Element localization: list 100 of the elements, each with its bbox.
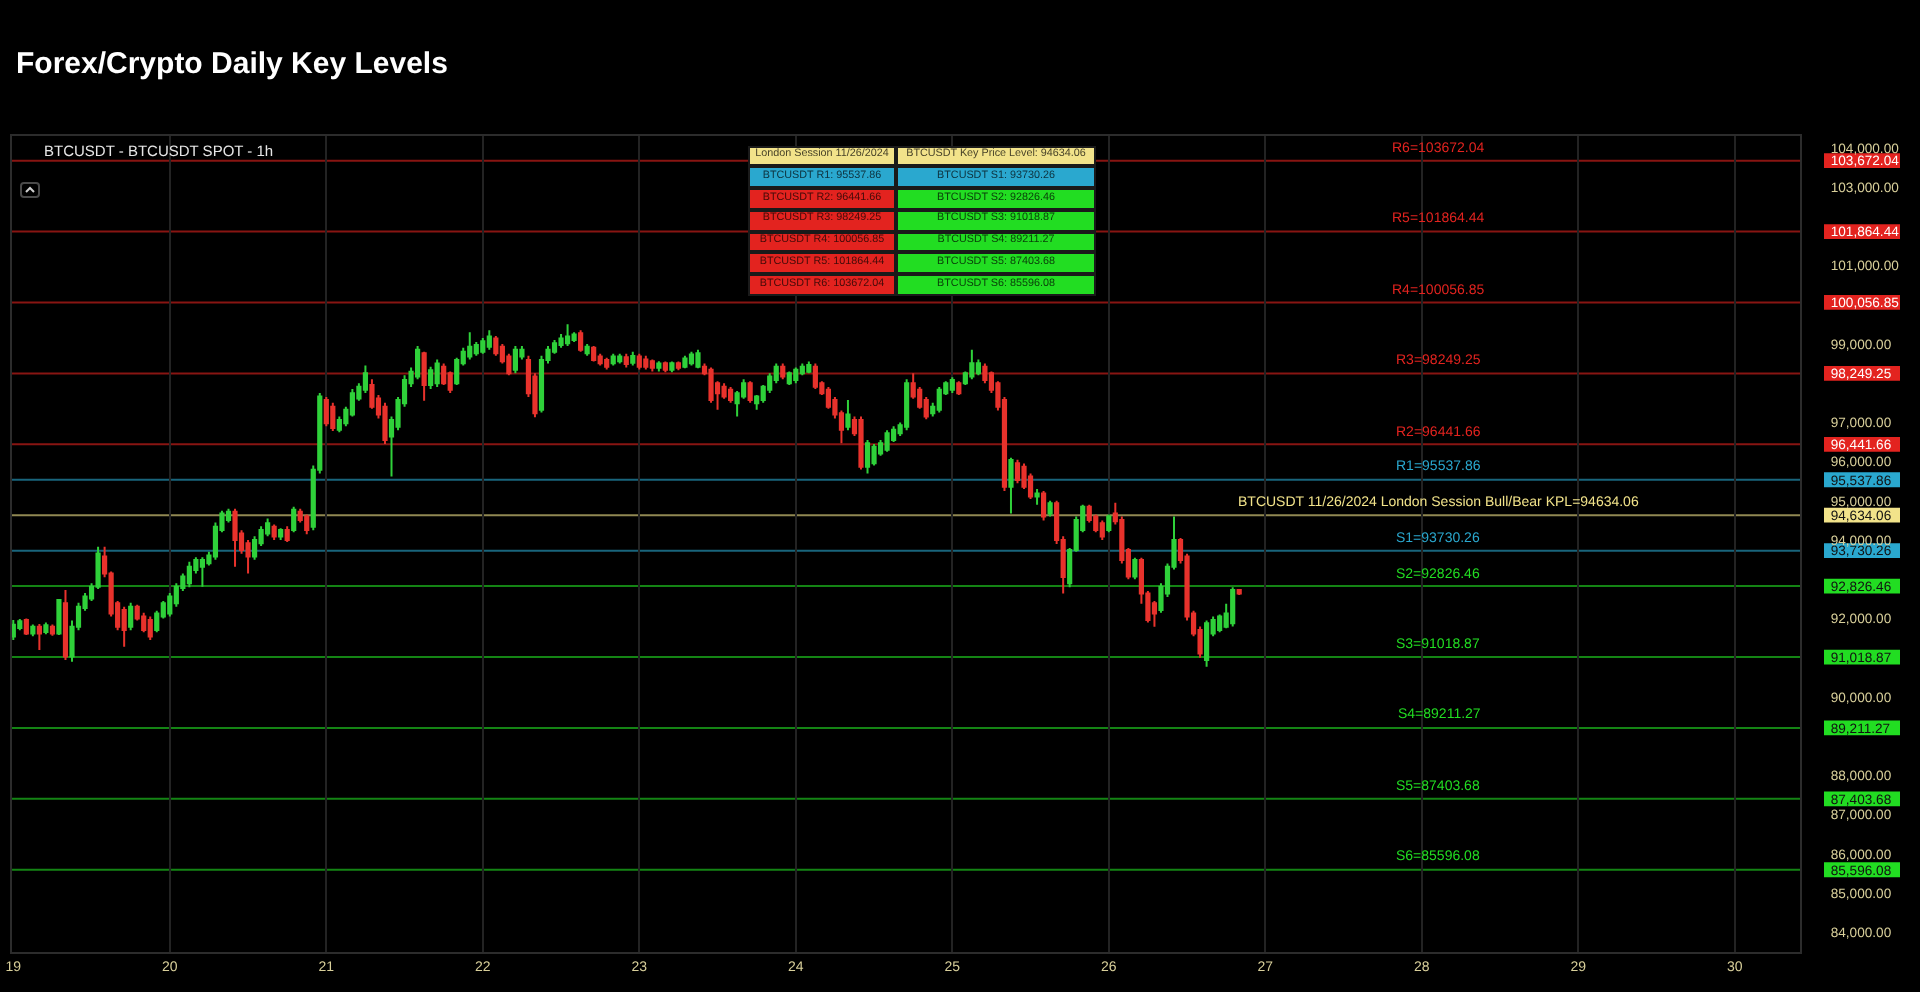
candlestick: [265, 517, 271, 538]
candlestick: [421, 350, 427, 402]
candlestick: [1236, 588, 1242, 596]
candlestick: [36, 623, 42, 651]
candlestick: [688, 350, 695, 367]
candlestick: [773, 362, 779, 385]
candlestick: [969, 348, 975, 381]
candlestick: [1014, 458, 1021, 485]
candlestick: [871, 442, 877, 467]
candlestick: [278, 527, 284, 542]
candlestick: [695, 348, 701, 370]
candlestick: [512, 344, 518, 375]
candlestick: [728, 386, 734, 404]
candlestick: [682, 354, 688, 370]
candlestick: [43, 621, 49, 636]
candlestick: [597, 352, 603, 367]
candlestick: [564, 323, 571, 347]
candlestick: [199, 556, 205, 588]
candlestick: [799, 362, 805, 377]
candlestick: [369, 378, 375, 410]
candlestick: [845, 399, 851, 432]
candlestick: [1151, 599, 1158, 628]
candlestick: [323, 395, 329, 428]
candlestick: [975, 358, 981, 377]
candlestick: [382, 401, 388, 445]
candlestick: [982, 362, 988, 385]
candlestick: [949, 376, 955, 394]
candlestick: [304, 513, 310, 536]
candlestick: [1106, 513, 1112, 534]
candlestick: [604, 356, 610, 371]
candlestick: [884, 429, 890, 453]
candlestick: [291, 505, 297, 534]
candlestick: [349, 388, 355, 418]
candlestick: [747, 380, 753, 404]
candlestick: [428, 365, 434, 391]
candlestick: [806, 360, 812, 375]
candlestick: [858, 415, 864, 471]
candlestick: [232, 507, 238, 568]
candlestick: [284, 525, 290, 544]
candlestick: [434, 358, 440, 389]
candlestick: [128, 601, 134, 632]
candlestick: [1047, 499, 1053, 518]
candlestick: [1099, 519, 1105, 542]
candlestick: [23, 617, 29, 637]
candlestick: [56, 597, 62, 637]
candlestick: [330, 401, 336, 433]
candlestick: [225, 507, 232, 524]
candlestick: [49, 623, 56, 637]
candlestick: [643, 354, 649, 371]
candlestick: [1132, 556, 1138, 581]
candlestick: [578, 329, 584, 353]
candlestick: [1204, 619, 1210, 668]
candlestick: [1230, 586, 1236, 628]
candlestick: [623, 352, 629, 369]
candlestick: [30, 623, 36, 638]
candlestick: [630, 350, 636, 367]
candlestick: [415, 344, 421, 381]
candlestick: [493, 335, 499, 357]
candlestick: [786, 370, 792, 387]
candlestick: [17, 617, 23, 632]
candlestick: [936, 386, 942, 414]
candlestick: [1027, 472, 1034, 500]
chart-title: Forex/Crypto Daily Key Levels: [16, 46, 448, 81]
candlestick: [1041, 490, 1047, 522]
candlestick: [591, 344, 597, 363]
candlestick: [12, 619, 16, 642]
candlestick: [656, 360, 662, 373]
candlestick: [1093, 513, 1099, 534]
candlestick: [486, 329, 492, 351]
candlestick: [362, 364, 369, 394]
candlestick: [538, 354, 545, 414]
candlestick: [1034, 488, 1040, 506]
candlestick: [636, 352, 642, 371]
candlestick: [675, 360, 682, 372]
candlestick: [584, 342, 590, 357]
candlestick: [121, 605, 127, 648]
candlestick: [708, 366, 714, 404]
candlestick: [610, 352, 616, 367]
candlestick: [147, 615, 153, 642]
candlestick: [793, 366, 799, 385]
candlestick: [904, 378, 910, 432]
candlestick: [62, 588, 69, 662]
candlestick: [271, 523, 277, 542]
candlestick: [825, 386, 831, 410]
candlestick: [662, 360, 668, 374]
candlestick: [480, 337, 486, 355]
candlestick: [154, 609, 160, 634]
candlestick: [506, 352, 512, 377]
candlestick: [336, 415, 342, 434]
candlestick: [1086, 503, 1092, 524]
candlestick: [441, 362, 447, 387]
candlestick: [864, 439, 871, 475]
candlestick: [447, 370, 453, 394]
candlestick: [1008, 456, 1014, 515]
candlestick: [186, 560, 192, 589]
candlestick: [780, 362, 786, 381]
candlestick: [812, 362, 818, 391]
candlestick: [617, 352, 623, 365]
candlestick: [754, 393, 760, 411]
candlestick: [454, 356, 460, 387]
